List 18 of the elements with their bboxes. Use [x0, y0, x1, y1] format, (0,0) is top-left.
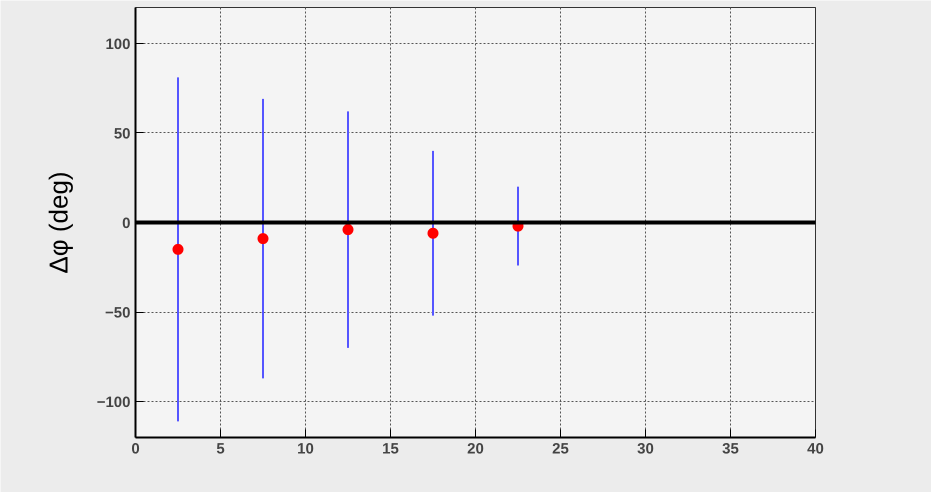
- point: [172, 244, 184, 255]
- point: [258, 233, 268, 244]
- point: [428, 228, 438, 239]
- y-tick-label: −50: [105, 304, 131, 322]
- y-tick-label: 0: [122, 215, 130, 232]
- point: [342, 224, 354, 236]
- y-tick-label: 100: [105, 36, 131, 53]
- x-tick-label: 20: [467, 440, 484, 458]
- x-tick-label: 35: [722, 440, 739, 458]
- x-tick-label: 15: [382, 440, 399, 458]
- y-tick-label: 50: [114, 125, 131, 142]
- x-tick-label: 30: [637, 440, 654, 458]
- x-tick-label: 5: [216, 440, 225, 458]
- x-tick-label: 10: [297, 440, 314, 458]
- y-tick-label: −100: [96, 394, 131, 412]
- x-tick-label: 25: [552, 440, 569, 458]
- x-tick-label: 40: [807, 440, 824, 458]
- y-axis-title: Δφ (deg): [44, 171, 74, 274]
